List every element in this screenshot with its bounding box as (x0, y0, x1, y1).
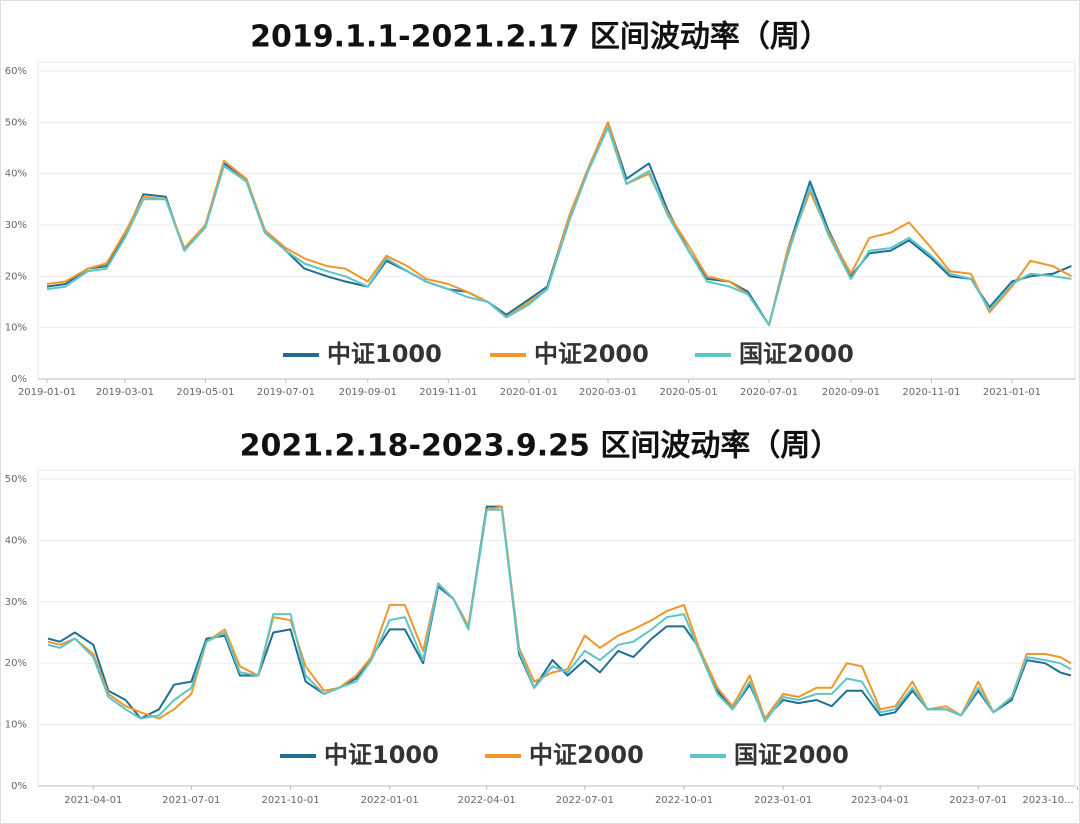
x-tick-label: 2020-03-01 (579, 387, 637, 398)
chart-title: 2021.2.18-2023.9.25 区间波动率（周） (240, 429, 841, 464)
series-line (46, 126, 1072, 327)
legend-label: 中证2000 (534, 340, 649, 368)
x-tick-label: 2022-01-01 (361, 795, 419, 806)
x-tick-label: 2020-05-01 (659, 387, 717, 398)
y-tick-label: 30% (5, 597, 27, 608)
series-line (47, 508, 1072, 723)
x-tick-label: 2023-07-01 (949, 795, 1007, 806)
x-tick-label: 2019-07-01 (257, 387, 315, 398)
y-tick-label: 40% (5, 169, 27, 180)
x-tick-label: 2023-10... (1022, 795, 1073, 806)
x-tick-label: 2021-01-01 (983, 387, 1041, 398)
series-line (47, 505, 1072, 720)
y-tick-label: 20% (5, 271, 27, 282)
x-tick-label: 2021-07-01 (162, 795, 220, 806)
legend-label: 国证2000 (739, 340, 854, 368)
x-tick-label: 2021-10-01 (261, 795, 319, 806)
y-tick-label: 0% (11, 374, 27, 385)
y-tick-label: 10% (5, 720, 27, 731)
y-tick-label: 0% (11, 781, 27, 792)
y-tick-label: 20% (5, 658, 27, 669)
chart-title: 2019.1.1-2021.2.17 区间波动率（周） (250, 20, 830, 55)
legend-label: 中证1000 (324, 741, 439, 769)
y-tick-label: 10% (5, 323, 27, 334)
x-tick-label: 2019-09-01 (339, 387, 397, 398)
x-tick-label: 2023-04-01 (851, 795, 909, 806)
legend-label: 国证2000 (734, 741, 849, 769)
x-tick-label: 2020-07-01 (740, 387, 798, 398)
x-tick-label: 2023-01-01 (754, 795, 812, 806)
x-tick-label: 2019-11-01 (419, 387, 477, 398)
x-tick-label: 2020-11-01 (902, 387, 960, 398)
x-tick-label: 2020-09-01 (822, 387, 880, 398)
x-tick-label: 2021-04-01 (64, 795, 122, 806)
y-tick-label: 50% (5, 474, 27, 485)
x-tick-label: 2020-01-01 (500, 387, 558, 398)
x-tick-label: 2019-05-01 (176, 387, 234, 398)
x-tick-label: 2019-03-01 (96, 387, 154, 398)
y-tick-label: 50% (5, 117, 27, 128)
x-tick-label: 2019-01-01 (18, 387, 76, 398)
legend-label: 中证2000 (529, 741, 644, 769)
y-tick-label: 40% (5, 535, 27, 546)
y-tick-label: 60% (5, 66, 27, 77)
x-tick-label: 2022-07-01 (556, 795, 614, 806)
legend-label: 中证1000 (327, 340, 442, 368)
x-tick-label: 2022-04-01 (458, 795, 516, 806)
y-tick-label: 30% (5, 220, 27, 231)
x-tick-label: 2022-10-01 (655, 795, 713, 806)
